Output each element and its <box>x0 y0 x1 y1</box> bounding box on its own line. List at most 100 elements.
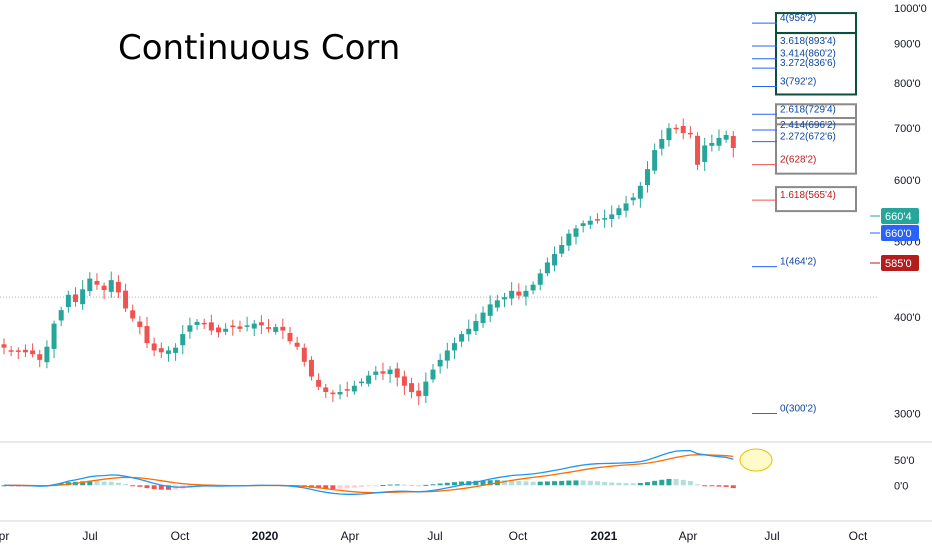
macd-histogram-bar <box>702 485 708 487</box>
macd-histogram-bar <box>387 484 393 486</box>
time-axis-tick: Apr <box>679 529 698 543</box>
candle-body <box>459 334 465 342</box>
candle-body <box>423 381 429 396</box>
macd-histogram-bar <box>444 482 450 486</box>
price-tag <box>881 225 919 241</box>
candle-body <box>559 244 565 254</box>
candle-body <box>637 185 643 199</box>
fib-level-label: 2.272(672'6) <box>780 132 836 143</box>
candle-body <box>444 350 450 361</box>
macd-histogram-bar <box>523 481 529 486</box>
macd-histogram-bar <box>337 485 343 489</box>
fib-level-label: 1(464'2) <box>780 257 816 268</box>
candle-body <box>65 294 71 308</box>
candle-body <box>258 322 264 326</box>
macd-histogram-bar <box>666 478 672 486</box>
candle-body <box>687 132 693 135</box>
candle-body <box>22 349 28 353</box>
candle-body <box>201 322 207 325</box>
candle-body <box>387 369 393 375</box>
macd-histogram-bar <box>144 485 150 489</box>
macd-histogram-bar <box>616 482 622 486</box>
candle-body <box>151 343 157 351</box>
candle-body <box>373 371 379 375</box>
candle-body <box>594 219 600 221</box>
macd-histogram-bar <box>323 485 329 489</box>
price-tag-label: 585'0 <box>885 258 912 270</box>
macd-histogram-bar <box>509 480 515 486</box>
fib-level-box <box>775 31 857 96</box>
candle-body <box>723 135 729 140</box>
candle-body <box>58 310 64 321</box>
macd-histogram-bar <box>165 485 171 490</box>
candle-body <box>366 375 372 384</box>
candle-body <box>115 281 121 293</box>
fib-level-box <box>775 117 857 175</box>
candle-body <box>223 328 229 332</box>
candle-body <box>330 392 336 395</box>
macd-histogram-bar <box>695 484 701 486</box>
macd-histogram-bar <box>459 481 465 486</box>
macd-axis-tick: 50'0 <box>894 455 914 467</box>
macd-histogram-bar <box>316 485 322 489</box>
candle-body <box>437 359 443 367</box>
candle-body <box>273 327 279 332</box>
candle-body <box>194 321 200 325</box>
candle-body <box>294 342 300 347</box>
candle-body <box>344 389 350 391</box>
macd-histogram-bar <box>487 480 493 486</box>
macd-histogram-bar <box>609 482 615 486</box>
candle-body <box>502 297 507 300</box>
macd-histogram-bar <box>566 480 572 486</box>
candle-body <box>580 223 586 227</box>
macd-histogram-bar <box>687 480 693 486</box>
candle-body <box>51 323 57 349</box>
macd-histogram-bar <box>437 483 443 486</box>
macd-histogram-bar <box>645 482 650 486</box>
candle-body <box>623 203 629 211</box>
candle-body <box>208 322 214 331</box>
candle-body <box>730 136 736 149</box>
price-axis-tick: 1000'0 <box>894 3 927 15</box>
candle-body <box>609 214 615 219</box>
candle-body <box>337 391 343 395</box>
macd-histogram-bar <box>652 480 658 486</box>
candle-body <box>401 376 407 386</box>
candle-body <box>30 350 36 355</box>
candle-body <box>659 138 665 149</box>
macd-histogram-bar <box>602 481 608 486</box>
candle-body <box>702 145 708 162</box>
macd-histogram-bar <box>394 484 400 486</box>
candle-body <box>266 327 272 329</box>
macd-histogram-bar <box>123 484 129 486</box>
candle-body <box>123 290 129 309</box>
candle-body <box>137 321 143 328</box>
candle-body <box>280 326 286 331</box>
macd-histogram-bar <box>108 481 114 486</box>
price-tag-label: 660'4 <box>885 211 912 223</box>
macd-histogram-bar <box>730 485 736 489</box>
fib-level-label: 4(956'2) <box>780 13 816 24</box>
fib-level-label: 3.414(860'2) <box>780 49 836 60</box>
candle-body <box>8 350 14 352</box>
candle-body <box>301 347 307 362</box>
price-axis-tick: 900'0 <box>894 39 921 51</box>
fib-level-label: 2.618(729'4) <box>780 104 836 115</box>
macd-histogram-bar <box>430 484 436 486</box>
candle-body <box>552 253 558 266</box>
candle-body <box>466 328 472 335</box>
macd-histogram-bar <box>451 482 457 486</box>
macd-histogram-bar <box>480 480 486 486</box>
candle-body <box>44 346 50 363</box>
macd-signal-line <box>4 454 734 494</box>
candle-body <box>237 326 243 329</box>
macd-histogram-bar <box>151 485 157 490</box>
price-axis-tick: 400'0 <box>894 312 921 324</box>
candle-body <box>716 137 722 146</box>
macd-histogram-bar <box>401 484 407 486</box>
macd-histogram-bar <box>344 485 350 489</box>
candle-body <box>244 325 250 327</box>
fib-level-box <box>775 186 857 213</box>
time-axis-tick: Jul <box>82 529 97 543</box>
